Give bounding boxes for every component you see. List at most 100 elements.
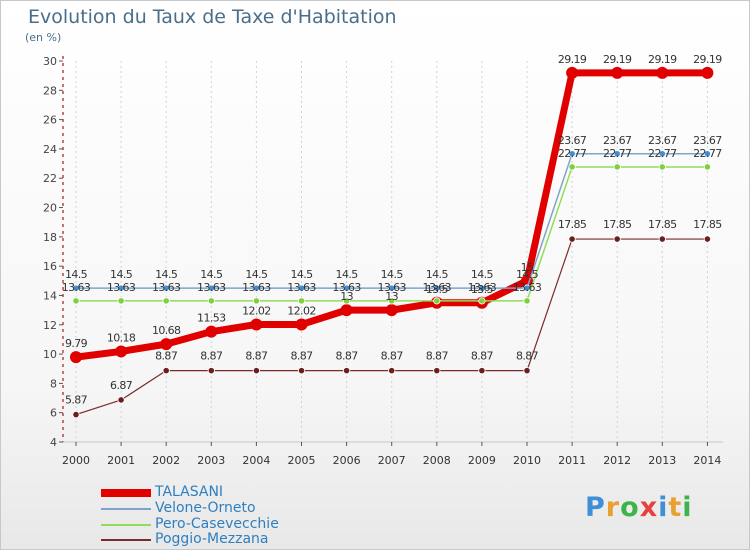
y-tick-label: 22 <box>43 172 57 185</box>
data-label: 13.63 <box>287 281 316 294</box>
data-point <box>658 150 666 158</box>
y-tick-label: 8 <box>50 377 57 390</box>
data-point <box>658 163 666 171</box>
data-label: 12.02 <box>242 304 271 317</box>
x-tick-label: 2002 <box>152 454 180 467</box>
x-tick-label: 2006 <box>333 454 361 467</box>
data-label: 13 <box>385 290 398 303</box>
data-label: 8.87 <box>336 350 359 363</box>
data-label: 29.19 <box>558 53 587 66</box>
data-point <box>658 235 666 243</box>
logo-letter: r <box>605 492 621 523</box>
data-label: 14.5 <box>471 268 494 281</box>
logo-letter: i <box>682 492 693 523</box>
data-point <box>342 367 351 375</box>
data-label: 8.87 <box>471 350 494 363</box>
data-label: 13.5 <box>426 283 449 296</box>
data-point <box>703 235 712 243</box>
data-point <box>250 318 263 331</box>
x-tick-label: 2012 <box>603 454 631 467</box>
data-label: 14.5 <box>381 268 404 281</box>
data-point <box>433 284 441 292</box>
data-label: 17.85 <box>558 218 587 231</box>
y-tick-label: 6 <box>50 407 57 420</box>
data-label: 13.63 <box>152 281 181 294</box>
data-point <box>207 297 215 305</box>
data-label: 9.79 <box>65 337 88 350</box>
logo-letter: i <box>658 492 669 523</box>
data-point <box>523 297 531 305</box>
data-point <box>70 351 82 364</box>
x-tick-label: 2008 <box>423 454 451 467</box>
y-tick-label: 28 <box>43 84 57 97</box>
data-label: 13.63 <box>468 281 497 294</box>
data-point <box>72 410 80 419</box>
data-label: 23.67 <box>648 134 677 147</box>
data-label: 23.67 <box>558 134 587 147</box>
data-label: 14.5 <box>426 268 449 281</box>
data-label: 14.5 <box>336 268 359 281</box>
data-label: 10.18 <box>107 331 136 344</box>
y-tick-label: 18 <box>43 231 57 244</box>
data-point <box>613 150 621 158</box>
data-point <box>160 338 173 351</box>
data-label: 8.87 <box>245 350 268 363</box>
x-tick-label: 2010 <box>513 454 541 467</box>
data-point <box>613 163 621 171</box>
proxiti-logo: Proxiti <box>585 492 693 523</box>
legend-label-talasani: TALASANI <box>155 484 224 500</box>
data-label: 22.77 <box>558 147 587 160</box>
x-tick-label: 2013 <box>648 454 676 467</box>
data-point <box>295 318 308 331</box>
y-tick-label: 30 <box>43 55 57 68</box>
data-label: 14.5 <box>155 268 178 281</box>
data-point <box>701 66 714 79</box>
data-label: 29.19 <box>603 53 632 66</box>
logo-letter: P <box>585 492 606 523</box>
data-label: 8.87 <box>155 350 178 363</box>
data-point <box>656 66 669 79</box>
data-point <box>117 396 125 404</box>
data-point <box>568 235 576 243</box>
y-tick-label: 14 <box>43 289 57 302</box>
data-label: 23.67 <box>603 134 632 147</box>
data-point <box>162 367 170 375</box>
x-tick-label: 2011 <box>558 454 586 467</box>
data-point <box>611 66 624 79</box>
x-tick-label: 2001 <box>107 454 135 467</box>
data-point <box>252 297 260 305</box>
data-point <box>340 304 353 317</box>
data-point <box>205 325 218 338</box>
data-point <box>388 297 396 305</box>
data-label: 14.5 <box>110 268 133 281</box>
data-label: 13.63 <box>62 281 91 294</box>
logo-letter: t <box>668 492 683 523</box>
x-tick-label: 2007 <box>378 454 406 467</box>
data-label: 13.63 <box>332 281 361 294</box>
data-label: 22.77 <box>648 147 677 160</box>
data-label: 22.77 <box>693 147 722 160</box>
y-tick-label: 20 <box>43 202 57 215</box>
data-point <box>523 367 531 375</box>
data-label: 17.85 <box>693 218 722 231</box>
data-point <box>478 297 486 305</box>
data-label: 13.63 <box>377 281 406 294</box>
y-tick-label: 26 <box>43 114 57 127</box>
data-label: 13.5 <box>471 283 494 296</box>
data-point <box>568 163 576 171</box>
data-point <box>568 150 576 158</box>
data-label: 11.53 <box>197 312 226 325</box>
data-label: 23.67 <box>693 134 722 147</box>
data-label: 14.5 <box>65 268 88 281</box>
data-point <box>117 284 125 292</box>
x-tick-label: 2009 <box>468 454 496 467</box>
x-tick-label: 2004 <box>242 454 270 467</box>
data-point <box>252 284 260 292</box>
data-point <box>162 284 170 292</box>
data-label: 15 <box>521 261 534 274</box>
data-label: 6.87 <box>110 379 133 392</box>
y-tick-label: 24 <box>43 143 57 156</box>
data-point <box>162 297 170 305</box>
logo-letter: x <box>639 492 659 523</box>
